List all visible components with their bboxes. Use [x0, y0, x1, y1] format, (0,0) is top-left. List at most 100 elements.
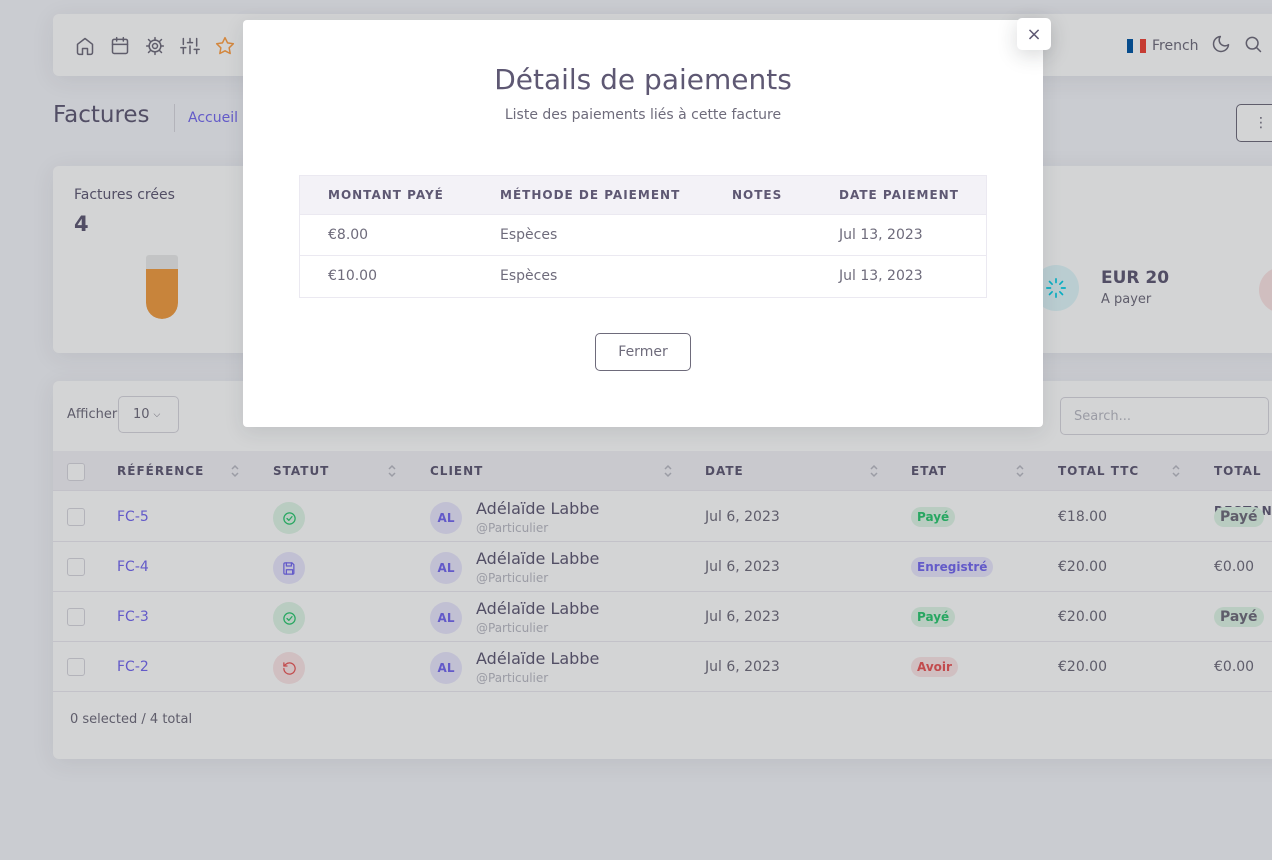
- payments-table: MONTANT PAYÉ MÉTHODE DE PAIEMENT NOTES D…: [299, 175, 987, 298]
- client-type: @Particulier: [476, 571, 549, 585]
- payment-amount: €8.00: [328, 227, 369, 243]
- client-name[interactable]: Adélaïde Labbe: [476, 549, 600, 568]
- chevron-down-icon: ⌵: [153, 409, 161, 420]
- avatar: AL: [430, 652, 462, 684]
- avatar: AL: [430, 602, 462, 634]
- sort-icon[interactable]: [230, 463, 240, 479]
- client-name[interactable]: Adélaïde Labbe: [476, 649, 600, 668]
- col-reference[interactable]: RÉFÉRENCE: [117, 464, 205, 478]
- invoice-reference-link[interactable]: FC-3: [117, 609, 149, 625]
- sliders-icon[interactable]: [178, 34, 201, 57]
- close-icon[interactable]: ×: [1017, 18, 1051, 50]
- table-row[interactable]: FC-5 AL Adélaïde Labbe @Particulier Jul …: [53, 492, 1272, 542]
- page-size-select[interactable]: 10 ⌵: [118, 396, 179, 433]
- row-checkbox[interactable]: [67, 608, 85, 626]
- invoice-reference-link[interactable]: FC-4: [117, 559, 149, 575]
- french-flag-icon[interactable]: [1127, 39, 1146, 53]
- total-rest-badge: Payé: [1214, 607, 1264, 627]
- total-ttc: €20.00: [1058, 659, 1107, 675]
- status-credit-icon: [273, 652, 305, 684]
- invoice-date: Jul 6, 2023: [705, 509, 780, 525]
- title-divider: [174, 104, 175, 132]
- col-date[interactable]: DATE: [705, 464, 744, 478]
- client-type: @Particulier: [476, 521, 549, 535]
- page-size-value: 10: [133, 407, 150, 422]
- state-badge: Avoir: [911, 657, 958, 677]
- sort-icon[interactable]: [387, 463, 397, 479]
- invoices-progress-bar: [146, 255, 178, 319]
- payment-amount: €10.00: [328, 268, 377, 284]
- total-rest: €0.00: [1214, 659, 1255, 675]
- invoice-date: Jul 6, 2023: [705, 559, 780, 575]
- sort-icon[interactable]: [869, 463, 879, 479]
- home-icon[interactable]: [73, 34, 96, 57]
- payments-table-header: MONTANT PAYÉ MÉTHODE DE PAIEMENT NOTES D…: [300, 176, 986, 215]
- total-ttc: €18.00: [1058, 509, 1107, 525]
- client-type: @Particulier: [476, 671, 549, 685]
- language-selector[interactable]: French: [1152, 38, 1199, 54]
- col-payment-method: MÉTHODE DE PAIEMENT: [500, 188, 681, 202]
- settings-icon[interactable]: [143, 34, 166, 57]
- invoices-created-label: Factures crées: [74, 187, 175, 203]
- invoice-date: Jul 6, 2023: [705, 609, 780, 625]
- select-all-checkbox[interactable]: [67, 463, 85, 481]
- sort-icon[interactable]: [663, 463, 673, 479]
- page-size-label: Afficher: [67, 407, 118, 422]
- table-row[interactable]: FC-3 AL Adélaïde Labbe @Particulier Jul …: [53, 592, 1272, 642]
- status-paid-icon: [273, 602, 305, 634]
- moon-icon[interactable]: [1211, 34, 1231, 58]
- sort-icon[interactable]: [1171, 463, 1181, 479]
- table-row[interactable]: FC-4 AL Adélaïde Labbe @Particulier Jul …: [53, 542, 1272, 592]
- total-ttc: €20.00: [1058, 559, 1107, 575]
- breadcrumb-home[interactable]: Accueil: [188, 110, 238, 126]
- table-row[interactable]: FC-2 AL Adélaïde Labbe @Particulier Jul …: [53, 642, 1272, 692]
- status-saved-icon: [273, 552, 305, 584]
- star-icon[interactable]: [213, 34, 236, 57]
- nav-right-tools: French: [1127, 34, 1263, 58]
- kpi-icon-red: [1259, 267, 1272, 313]
- payment-row: €10.00 Espèces Jul 13, 2023: [300, 256, 986, 297]
- row-checkbox[interactable]: [67, 558, 85, 576]
- payment-method: Espèces: [500, 227, 558, 243]
- invoices-progress-fill: [146, 269, 178, 319]
- calendar-icon[interactable]: [108, 34, 131, 57]
- modal-subtitle: Liste des paiements liés à cette facture: [504, 107, 782, 123]
- row-checkbox[interactable]: [67, 508, 85, 526]
- payment-date: Jul 13, 2023: [839, 268, 923, 284]
- page-title: Factures: [53, 102, 150, 128]
- col-status[interactable]: STATUT: [273, 464, 330, 478]
- col-notes: NOTES: [732, 188, 783, 202]
- search-icon[interactable]: [1243, 34, 1263, 58]
- col-state[interactable]: ETAT: [911, 464, 947, 478]
- flag-stripe-red: [1139, 39, 1146, 53]
- to-pay-value: EUR 20: [1101, 268, 1170, 288]
- invoices-table-card: Afficher 10 ⌵ RÉFÉRENCE STATUT CLIENT DA…: [53, 381, 1272, 759]
- payment-details-modal: × Détails de paiements Liste des paiemen…: [243, 18, 1051, 427]
- invoice-date: Jul 6, 2023: [705, 659, 780, 675]
- col-total-ttc[interactable]: TOTAL TTC: [1058, 464, 1140, 478]
- payment-date: Jul 13, 2023: [839, 227, 923, 243]
- nav-shortcuts: [73, 34, 236, 57]
- status-paid-icon: [273, 502, 305, 534]
- col-amount-paid: MONTANT PAYÉ: [328, 188, 444, 202]
- col-client[interactable]: CLIENT: [430, 464, 484, 478]
- client-name[interactable]: Adélaïde Labbe: [476, 599, 600, 618]
- invoice-reference-link[interactable]: FC-2: [117, 659, 149, 675]
- payment-row: €8.00 Espèces Jul 13, 2023: [300, 215, 986, 256]
- payment-method: Espèces: [500, 268, 558, 284]
- close-modal-button[interactable]: Fermer: [595, 333, 691, 371]
- invoices-created-count: 4: [74, 212, 89, 236]
- state-badge: Payé: [911, 607, 956, 627]
- client-name[interactable]: Adélaïde Labbe: [476, 499, 600, 518]
- row-checkbox[interactable]: [67, 658, 85, 676]
- total-ttc: €20.00: [1058, 609, 1107, 625]
- col-payment-date: DATE PAIEMENT: [839, 188, 959, 202]
- total-rest-badge: Payé: [1214, 507, 1264, 527]
- sort-icon[interactable]: [1015, 463, 1025, 479]
- avatar: AL: [430, 552, 462, 584]
- invoice-reference-link[interactable]: FC-5: [117, 509, 149, 525]
- state-badge: Enregistré: [911, 557, 994, 577]
- search-input[interactable]: [1060, 397, 1269, 435]
- more-actions-button[interactable]: ⋮: [1236, 104, 1272, 142]
